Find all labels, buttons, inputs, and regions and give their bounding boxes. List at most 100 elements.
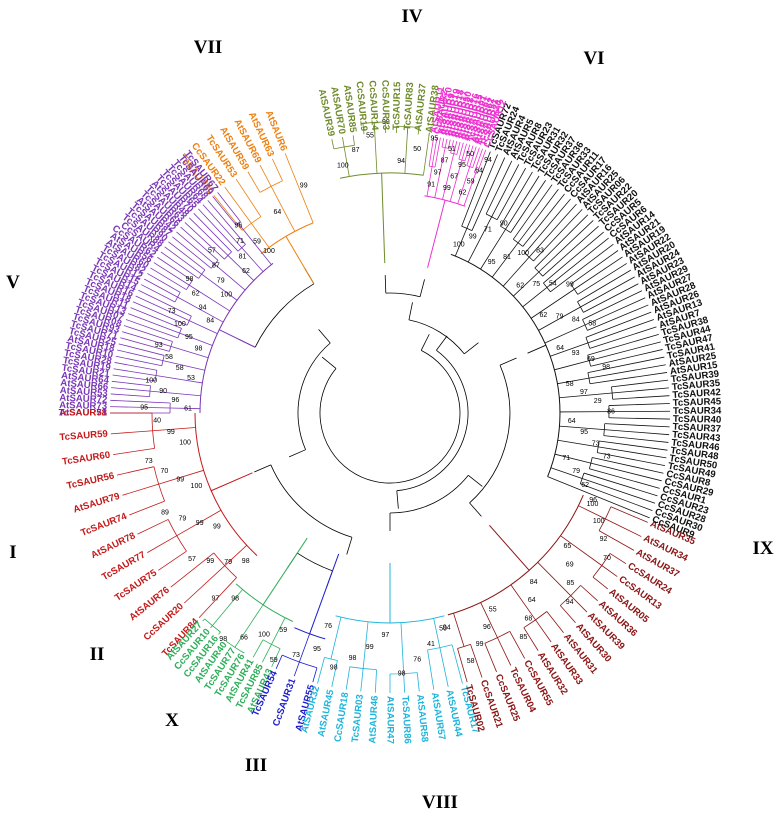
bootstrap-value: 95: [488, 259, 496, 266]
backbone-branch: [420, 334, 430, 351]
leaf-branch: [612, 387, 669, 394]
clade-labels: VII V I II X III VIII IX VI IV: [6, 6, 774, 813]
leaf-branch: [472, 147, 480, 168]
subclade-arc: [241, 216, 262, 231]
leaf-branch: [589, 326, 657, 349]
leaf-branch: [535, 619, 552, 643]
bootstrap-value: 69: [587, 356, 595, 363]
bootstrap-value: 99: [566, 281, 574, 288]
subclade-arc: [154, 370, 158, 381]
leaf-label: TcSAUR56: [66, 470, 116, 491]
bootstrap-value: 100: [593, 518, 605, 525]
bootstrap-value: 89: [161, 509, 169, 516]
leaf-branch: [505, 175, 540, 230]
leaf-branch: [427, 649, 435, 690]
clade-arc: [339, 172, 424, 179]
clade-arc: [447, 494, 584, 616]
leaf-branch: [583, 283, 639, 313]
leaf-branch: [570, 250, 619, 285]
bootstrap-value: 59: [253, 238, 261, 245]
subclade-branch: [295, 179, 314, 224]
leaf-branch: [604, 423, 670, 428]
subclade-branch: [557, 377, 590, 385]
leaf-label: TcSAUR40: [673, 414, 722, 426]
leaf-branch: [577, 269, 632, 303]
subclade-branch: [201, 273, 238, 301]
leaf-branch: [373, 122, 376, 134]
leaf-branch: [147, 535, 177, 553]
bootstrap-value: 71: [562, 455, 570, 462]
subclade-branch: [480, 229, 506, 270]
subclade-arc: [186, 315, 192, 326]
bootstrap-value: 95: [458, 162, 466, 169]
bootstrap-value: 79: [572, 468, 580, 475]
leaf-branch: [275, 654, 283, 669]
leaf-branch: [471, 157, 506, 231]
leaf-branch: [130, 307, 182, 329]
leaf-branch: [218, 631, 221, 635]
leaf-branch: [147, 273, 181, 293]
backbone-branch: [321, 356, 337, 369]
subclade-branch: [170, 346, 209, 359]
leaf-branch: [538, 220, 594, 273]
bootstrap-value: 100: [145, 378, 157, 385]
leaf-label: AtSAUR66: [60, 378, 109, 393]
subclade-branch: [298, 633, 311, 663]
leaf-branch: [123, 325, 173, 342]
subclade-branch: [557, 439, 599, 448]
bootstrap-value: 68: [525, 616, 533, 623]
bootstrap-value: 99: [476, 641, 484, 648]
bootstrap-value: 94: [397, 158, 405, 165]
bootstrap-value: 59: [279, 627, 287, 634]
bootstrap-value: 99: [167, 429, 175, 436]
leaf-branch: [587, 333, 659, 356]
bootstrap-value: 99: [196, 520, 204, 527]
bootstrap-value: 50: [413, 146, 421, 153]
bootstrap-value: 84: [530, 579, 538, 586]
subclade-arc: [485, 213, 498, 221]
leaf-label: TcSAUR37: [672, 422, 721, 435]
subclade-branch: [554, 453, 591, 464]
subclade-branch: [330, 617, 342, 660]
leaf-branch: [603, 435, 669, 443]
bootstrap-value: 71: [236, 238, 244, 245]
subclade-branch: [547, 476, 598, 498]
bootstrap-value: 76: [413, 656, 421, 663]
leaf-branch: [592, 457, 664, 474]
bootstrap-value: 100: [191, 483, 203, 490]
subclade-branch: [234, 604, 264, 648]
leaf-label: AtSAUR53: [59, 385, 108, 399]
backbone-branch: [469, 502, 482, 517]
bootstrap-value: 61: [184, 406, 192, 413]
leaf-branch: [176, 231, 215, 265]
leaf-label: TcSAUR58: [59, 408, 108, 419]
leaf-branch: [224, 186, 252, 224]
leaf-label: AtSAUR71: [59, 408, 108, 419]
leaf-branch: [598, 446, 667, 459]
backbone-arc: [297, 342, 331, 450]
leaf-label: TcSAUR83: [402, 82, 416, 131]
leaf-branch: [202, 204, 243, 249]
clade-arc: [335, 615, 445, 624]
clade-label-vi: VI: [583, 48, 604, 69]
subclade-branch: [554, 360, 590, 371]
leaf-branch: [509, 631, 526, 659]
subclade-branch: [177, 296, 224, 323]
leaf-branch: [416, 672, 420, 692]
subclade-arc: [461, 225, 473, 231]
bootstrap-value: 96: [589, 497, 597, 504]
backbone-arc: [389, 475, 469, 514]
leaf-branch: [252, 639, 264, 658]
subclade-arc: [513, 238, 524, 247]
leaf-branch: [118, 343, 165, 356]
subclade-branch: [550, 467, 583, 479]
bootstrap-value: 53: [187, 375, 195, 382]
subclade-arc: [177, 328, 182, 339]
subclade-branch: [433, 618, 441, 648]
leaf-branch: [342, 136, 345, 147]
bootstrap-value: 100: [337, 162, 349, 169]
bootstrap-value: 95: [580, 429, 588, 436]
leaf-branch: [184, 222, 225, 260]
clade-stem: [285, 236, 315, 285]
subclade-branch: [530, 288, 575, 319]
